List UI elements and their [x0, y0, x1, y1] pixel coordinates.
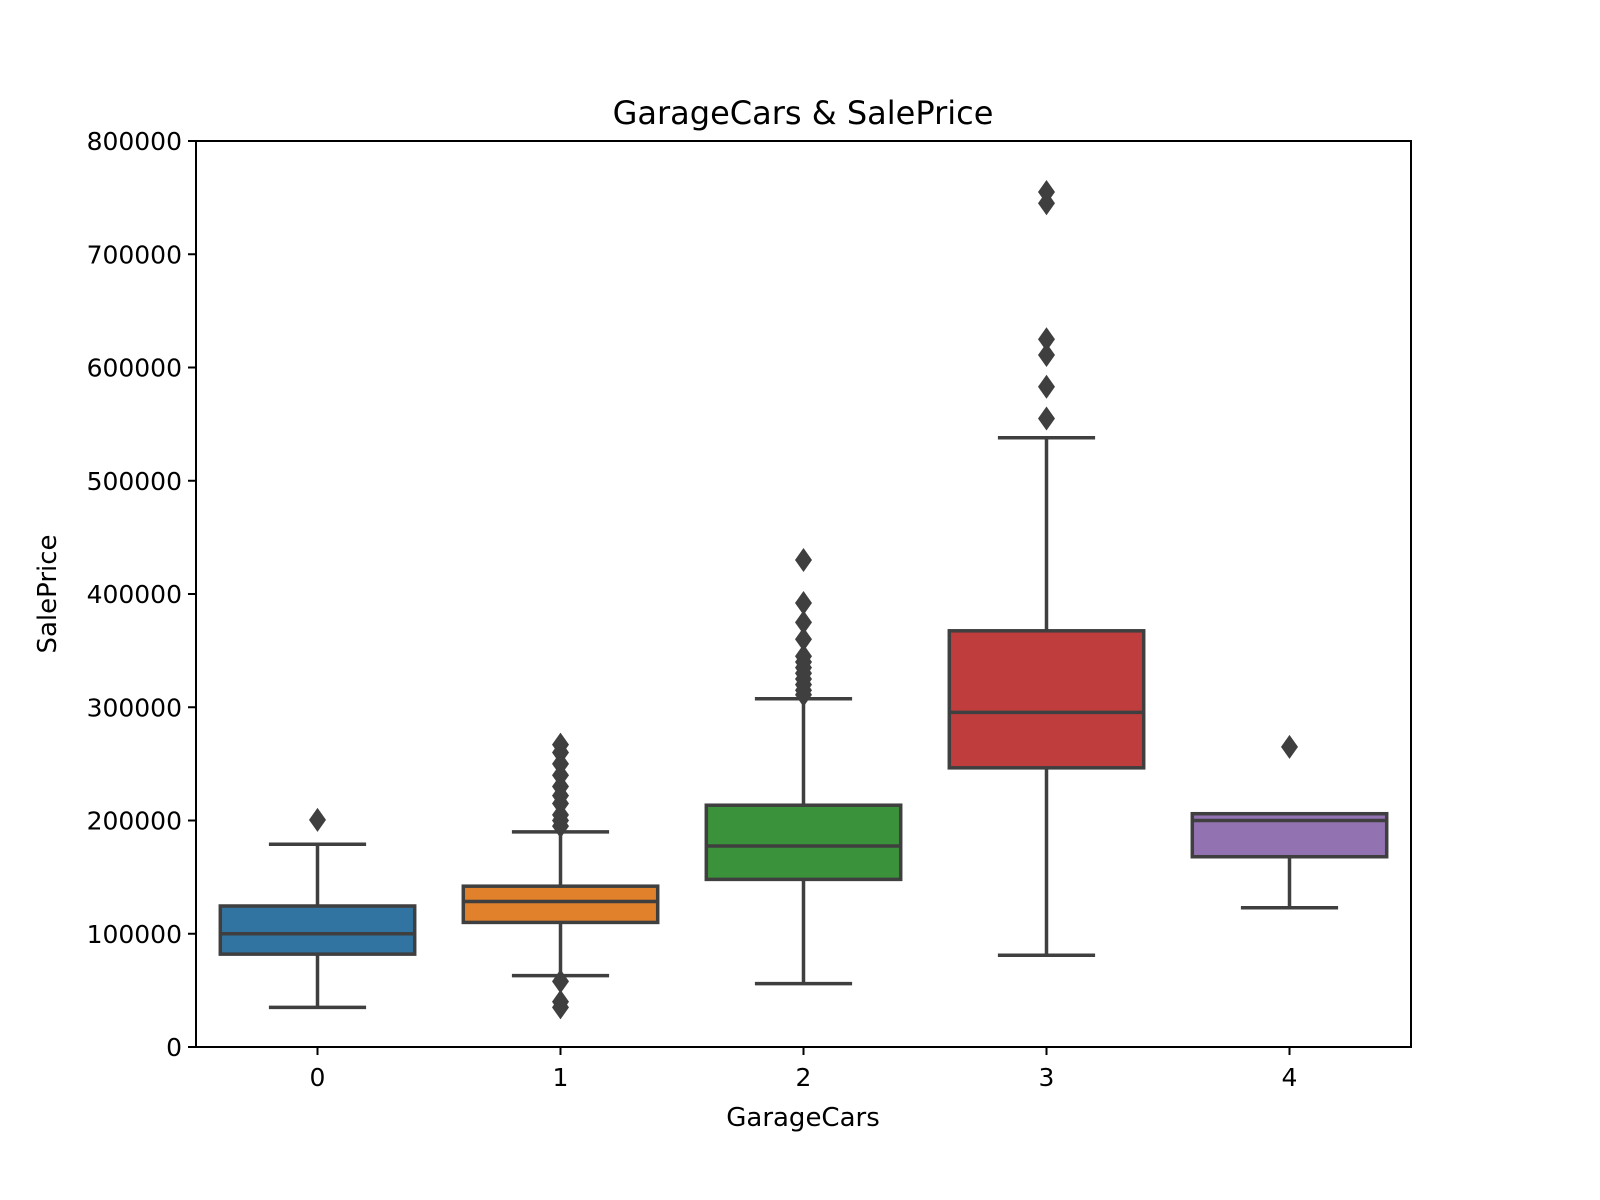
y-axis-ticks: 0 100000 200000 300000 400000 500000 600000 700… [87, 127, 196, 1062]
y-tick-label: 500000 [87, 467, 182, 496]
outlier-point [795, 548, 812, 573]
outlier-point [795, 610, 812, 635]
iqr-box [947, 629, 1146, 770]
box-group-garagecars-0 [218, 807, 417, 1010]
outlier-point [552, 732, 569, 757]
box-group-garagecars-4 [1190, 734, 1389, 910]
x-tick-label: 1 [553, 1063, 569, 1092]
outlier-point [1038, 374, 1055, 399]
chart-title: GarageCars & SalePrice [613, 94, 994, 132]
iqr-box [218, 904, 417, 956]
outlier-point [552, 989, 569, 1014]
outlier-point [309, 807, 326, 832]
outlier-point [795, 591, 812, 616]
x-axis-ticks: 0 1 2 3 4 [310, 1047, 1298, 1092]
outlier-point [1038, 327, 1055, 352]
x-tick-label: 3 [1039, 1063, 1055, 1092]
box-group-garagecars-3 [947, 179, 1146, 958]
y-tick-label: 700000 [87, 240, 182, 269]
box-series [218, 179, 1389, 1020]
x-tick-label: 2 [796, 1063, 812, 1092]
y-tick-label: 800000 [87, 127, 182, 156]
x-axis-label: GarageCars [726, 1103, 880, 1133]
outlier-point [795, 627, 812, 652]
y-axis-label: SalePrice [33, 534, 63, 653]
y-tick-label: 200000 [87, 807, 182, 836]
y-tick-label: 300000 [87, 693, 182, 722]
iqr-box [461, 884, 660, 925]
iqr-box [704, 803, 903, 882]
box-group-garagecars-1 [461, 732, 660, 1020]
outlier-point [795, 644, 812, 669]
y-tick-label: 100000 [87, 920, 182, 949]
outlier-point [552, 969, 569, 994]
box-group-garagecars-2 [704, 548, 903, 986]
outlier-point [1038, 343, 1055, 368]
outlier-point [1281, 734, 1298, 759]
outlier-point [1038, 406, 1055, 431]
outlier-point [1038, 179, 1055, 204]
y-tick-label: 400000 [87, 580, 182, 609]
y-tick-label: 600000 [87, 354, 182, 383]
x-tick-label: 0 [310, 1063, 326, 1092]
y-tick-label: 0 [166, 1033, 182, 1062]
x-tick-label: 4 [1282, 1063, 1298, 1092]
plot-frame [195, 140, 1412, 1048]
